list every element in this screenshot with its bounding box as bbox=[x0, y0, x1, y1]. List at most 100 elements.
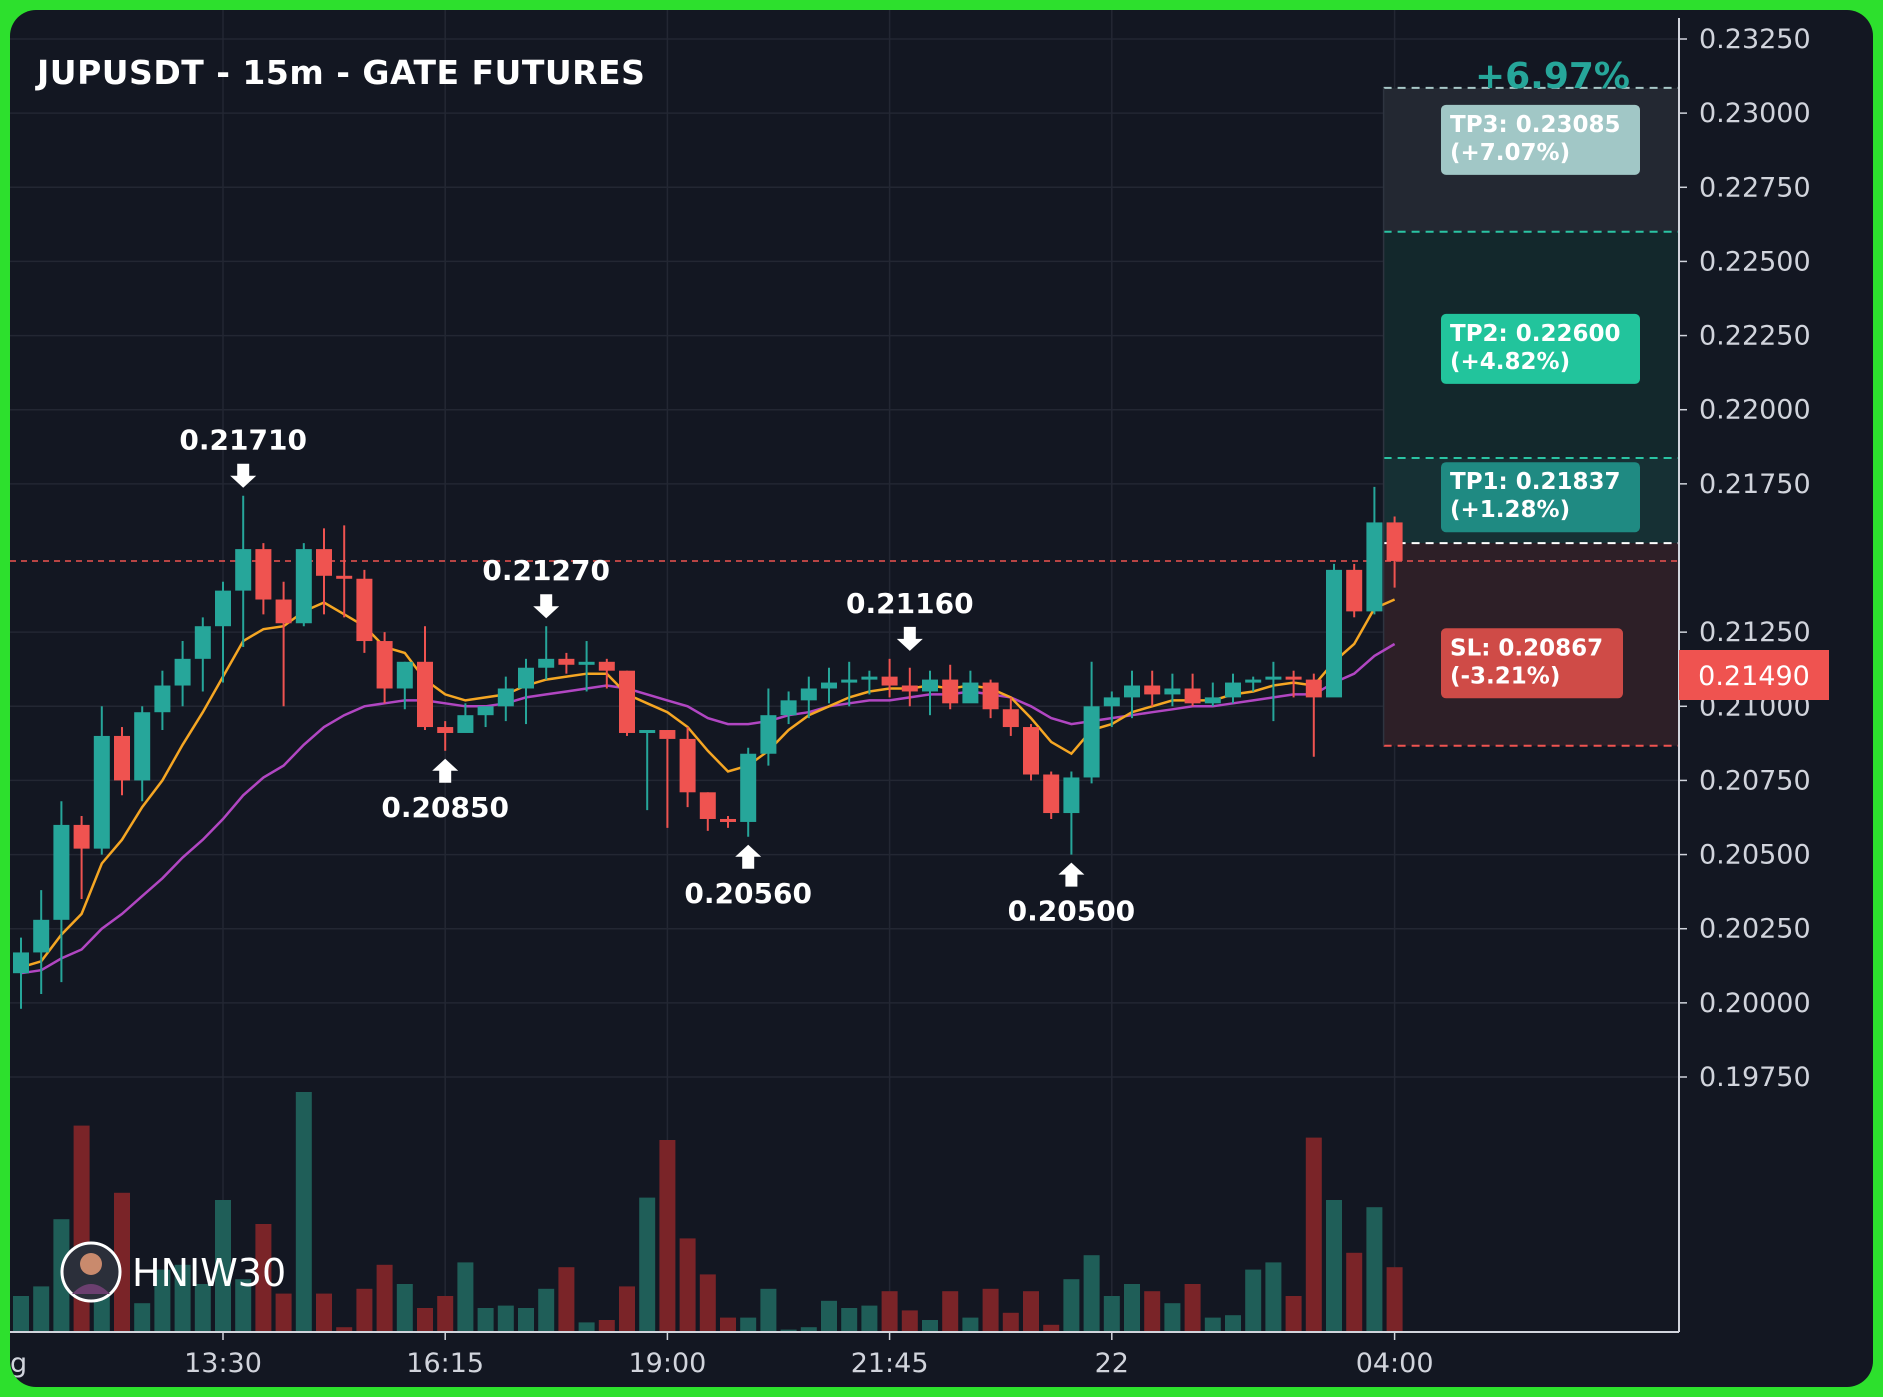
candle bbox=[1326, 563, 1342, 698]
candle-body bbox=[699, 792, 716, 819]
ema-fast-line bbox=[20, 598, 1396, 969]
candle bbox=[1184, 673, 1201, 707]
candle bbox=[699, 792, 716, 831]
volume-bar bbox=[1225, 1315, 1241, 1332]
candle-body bbox=[477, 706, 494, 716]
candle bbox=[1103, 691, 1120, 728]
candlestick-chart[interactable]: 0.21710 0.20850 0.21270 0.20560 0.21160 0.205… bbox=[10, 10, 1873, 1387]
candle-body bbox=[437, 727, 454, 733]
avatar-face-icon bbox=[80, 1253, 102, 1275]
price-tick-label: 0.21750 bbox=[1699, 469, 1811, 500]
candle-body bbox=[639, 730, 656, 734]
volume-bar bbox=[780, 1329, 797, 1332]
price-tick-label: 0.22000 bbox=[1699, 395, 1811, 426]
volume-bar bbox=[619, 1286, 635, 1332]
volume-bar bbox=[215, 1200, 231, 1332]
volume-bar bbox=[518, 1308, 534, 1332]
volume-bar bbox=[13, 1296, 29, 1332]
candle-body bbox=[558, 658, 575, 665]
watermark: HNIW30 bbox=[60, 1241, 286, 1303]
candle bbox=[1023, 724, 1039, 781]
volume-bar bbox=[639, 1197, 656, 1332]
volume-bar bbox=[821, 1300, 837, 1332]
volume-bar bbox=[1386, 1267, 1403, 1332]
volume-bar bbox=[1103, 1296, 1120, 1332]
volume-bar bbox=[538, 1288, 555, 1332]
candle bbox=[1144, 670, 1161, 707]
candle bbox=[255, 543, 272, 615]
candle bbox=[578, 641, 595, 692]
time-tick-label: 22 bbox=[1095, 1348, 1129, 1379]
candle-body bbox=[881, 676, 898, 686]
volume-bar bbox=[679, 1238, 696, 1332]
candle-body bbox=[457, 715, 474, 733]
candle bbox=[740, 747, 757, 837]
candle bbox=[235, 495, 252, 647]
candle-body bbox=[1326, 569, 1342, 698]
volume-bar bbox=[922, 1320, 938, 1332]
volume-bar bbox=[275, 1293, 292, 1332]
candle-body bbox=[679, 738, 696, 793]
annotation-label: 0.20560 bbox=[684, 877, 812, 910]
volume-bar bbox=[1083, 1255, 1100, 1332]
candle-body bbox=[1225, 682, 1241, 698]
watermark-label: HNIW30 bbox=[132, 1251, 286, 1295]
volume-bar bbox=[659, 1140, 676, 1332]
candle bbox=[194, 617, 211, 692]
candle-body bbox=[982, 682, 999, 710]
price-annotations: 0.21710 0.20850 0.21270 0.20560 0.21160 0.205… bbox=[179, 424, 1135, 928]
badge-box bbox=[1441, 628, 1623, 699]
candle bbox=[1386, 516, 1403, 588]
volume-bar bbox=[1164, 1303, 1181, 1332]
candle-body bbox=[1346, 569, 1363, 612]
candle bbox=[1083, 661, 1100, 784]
candle bbox=[538, 626, 555, 680]
candle-body bbox=[275, 599, 292, 624]
candle bbox=[780, 691, 797, 725]
candle-body bbox=[255, 549, 272, 600]
candle-body bbox=[215, 590, 231, 627]
volume-bar bbox=[497, 1305, 514, 1332]
time-tick-label: 21:45 bbox=[851, 1348, 929, 1379]
annotation: 0.21270 bbox=[482, 554, 610, 619]
candle bbox=[720, 816, 736, 828]
price-tick-label: 0.20250 bbox=[1699, 914, 1811, 945]
candle-body bbox=[33, 919, 50, 953]
annotation-label: 0.21710 bbox=[179, 424, 307, 457]
candle-body bbox=[194, 626, 211, 659]
time-tick-label: 04:00 bbox=[1356, 1348, 1434, 1379]
candle bbox=[760, 688, 777, 766]
candle-body bbox=[538, 658, 555, 668]
candle bbox=[962, 670, 979, 704]
candle bbox=[1225, 673, 1241, 704]
candle-body bbox=[417, 661, 433, 728]
candle-body bbox=[1265, 676, 1282, 680]
volume-bar bbox=[740, 1317, 757, 1332]
arrow-down-icon bbox=[533, 594, 560, 619]
time-axis-ticks: g 13:30 16:15 19:00 21:45 22 04:00 bbox=[10, 1332, 1434, 1379]
candle bbox=[356, 569, 373, 653]
time-tick-label: 19:00 bbox=[628, 1348, 706, 1379]
current-price-badge: 0.21490 bbox=[1679, 650, 1829, 700]
candle bbox=[518, 658, 534, 725]
candle-body bbox=[1366, 522, 1383, 612]
candle bbox=[1002, 697, 1019, 736]
candle-body bbox=[659, 730, 676, 739]
chart-frame: 0.21710 0.20850 0.21270 0.20560 0.21160 0.205… bbox=[10, 10, 1873, 1387]
candle bbox=[114, 727, 130, 796]
price-tick-label: 0.19750 bbox=[1699, 1062, 1811, 1093]
candle bbox=[982, 679, 999, 719]
candle-body bbox=[1103, 697, 1120, 707]
candle-body bbox=[1285, 676, 1302, 680]
chart-title: JUPUSDT - 15m - GATE FUTURES bbox=[35, 53, 645, 92]
profit-percent: +6.97% bbox=[1475, 56, 1630, 97]
candle bbox=[215, 581, 231, 683]
candle bbox=[1346, 563, 1363, 618]
candle-body bbox=[134, 712, 151, 781]
time-tick-label: 13:30 bbox=[184, 1348, 262, 1379]
candle bbox=[1366, 486, 1383, 615]
candle bbox=[174, 641, 191, 707]
candle-body bbox=[901, 685, 918, 692]
arrow-down-icon bbox=[896, 626, 923, 651]
candle bbox=[1204, 682, 1221, 707]
